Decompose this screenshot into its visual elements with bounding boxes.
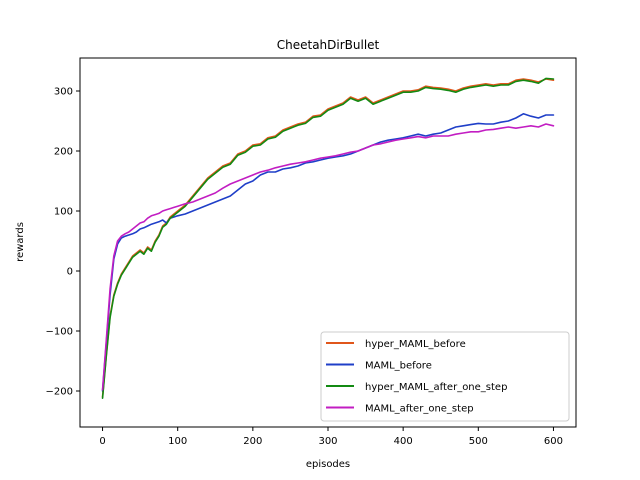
chart-title: CheetahDirBullet (277, 38, 380, 52)
x-axis-label: episodes (306, 459, 350, 470)
y-tick-label: 300 (54, 87, 73, 98)
legend: hyper_MAML_before MAML_before hyper_MAML_a… (320, 331, 570, 422)
x-tick-label: 600 (544, 436, 563, 447)
y-tick-label: −100 (46, 327, 73, 338)
legend-box (320, 331, 570, 422)
legend-label: hyper_MAML_before (365, 339, 466, 350)
x-tick-label: 200 (243, 436, 262, 447)
series-line-maml-before (101, 113, 555, 392)
series-line-maml-after-one-step (101, 123, 555, 391)
x-tick-label: 400 (394, 436, 413, 447)
y-axis: −200 −100 0 100 200 300 (46, 87, 80, 398)
y-tick-label: 200 (54, 147, 73, 158)
legend-label: hyper_MAML_after_one_step (365, 382, 507, 393)
x-tick-label: 300 (318, 436, 337, 447)
x-axis: 0 100 200 300 400 500 600 (99, 427, 563, 447)
x-tick-label: 100 (168, 436, 187, 447)
legend-label: MAML_after_one_step (365, 404, 474, 415)
x-tick-label: 500 (469, 436, 488, 447)
y-tick-label: 100 (54, 207, 73, 218)
y-tick-label: 0 (67, 267, 73, 278)
legend-label: MAML_before (365, 361, 432, 372)
series-line-hyper-maml-after-one-step (101, 77, 555, 400)
series-group (101, 77, 555, 400)
series-layer (101, 77, 555, 400)
y-tick-label: −200 (46, 387, 73, 398)
x-tick-label: 0 (99, 436, 105, 447)
y-axis-label: rewards (15, 222, 26, 262)
